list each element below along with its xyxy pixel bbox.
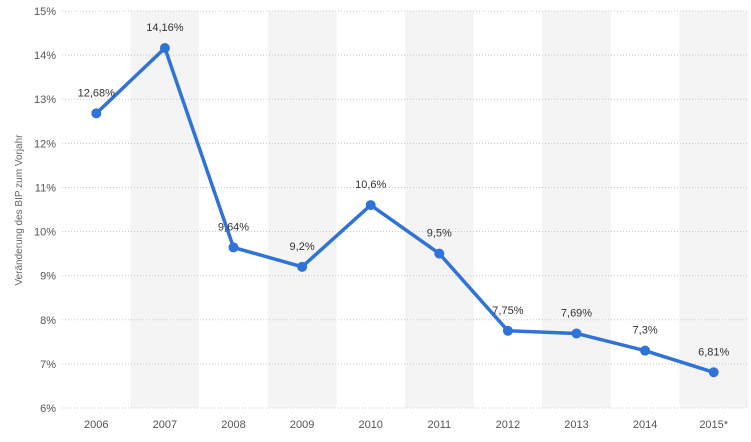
data-point-2007[interactable]: [159, 43, 170, 54]
column-band-2015*: [679, 11, 748, 408]
data-point-2009[interactable]: [297, 261, 308, 272]
column-band-2009: [267, 11, 337, 408]
series-group: [94, 46, 716, 375]
data-label: 7,69%: [561, 307, 592, 319]
data-label: 9,5%: [427, 228, 452, 240]
x-tick-label: 2010: [358, 419, 382, 431]
y-tick-label: 13%: [34, 94, 56, 106]
column-band-2013: [542, 11, 611, 408]
data-label: 7,75%: [492, 305, 523, 317]
x-tick-label: 2012: [496, 419, 520, 431]
data-label: 9,64%: [218, 221, 249, 233]
y-tick-label: 7%: [40, 359, 56, 371]
y-tick-label: 12%: [34, 138, 56, 150]
y-tick-label: 11%: [35, 182, 56, 194]
data-point-2010[interactable]: [365, 200, 376, 211]
data-label: 14,16%: [146, 22, 184, 34]
x-tick-label: 2014: [633, 419, 657, 431]
data-point-2014[interactable]: [640, 345, 651, 356]
x-tick-label: 2015*: [699, 419, 728, 431]
data-point-2013[interactable]: [571, 328, 582, 339]
gridlines: [62, 10, 748, 409]
data-label: 7,3%: [633, 325, 658, 337]
x-tick-label: 2007: [153, 419, 177, 431]
x-tick-label: 2013: [564, 419, 588, 431]
x-tick-label: 2008: [221, 419, 245, 431]
data-points: [91, 43, 719, 378]
data-labels: 12,68% 14,16% 9,64% 9,2% 10,6% 9,5% 7,75% 7,69%…: [78, 22, 730, 358]
y-tick-label: 15%: [34, 6, 56, 18]
data-label: 12,68%: [78, 87, 116, 99]
y-tick-label: 8%: [40, 315, 56, 327]
y-tick-label: 14%: [34, 50, 56, 62]
y-tick-label: 6%: [40, 403, 56, 415]
y-tick-label: 9%: [40, 271, 56, 283]
data-label: 6,81%: [698, 346, 729, 358]
data-point-2012[interactable]: [502, 325, 513, 336]
y-tick-label: 10%: [34, 227, 56, 239]
x-tick-label: 2006: [84, 419, 108, 431]
column-band-2007: [130, 11, 200, 408]
column-band-2011: [405, 11, 474, 408]
data-label: 10,6%: [355, 179, 386, 191]
data-point-2015*[interactable]: [708, 367, 719, 378]
data-point-2006[interactable]: [91, 108, 102, 119]
y-axis-label: Veränderung des BIP zum Vorjahr: [14, 134, 25, 286]
data-point-2011[interactable]: [434, 248, 445, 259]
series-line: [94, 46, 716, 375]
y-axis-ticks: 6% 7% 8% 9% 10% 11% 12% 13% 14% 15%: [34, 6, 56, 415]
column-bands: [130, 11, 748, 408]
x-axis-ticks: 2006 2007 2008 2009 2010 2011 2012 2013 2014 2015…: [84, 419, 729, 431]
data-label: 9,2%: [290, 241, 315, 253]
x-tick-label: 2011: [427, 419, 451, 431]
x-tick-label: 2009: [290, 419, 314, 431]
data-point-2008[interactable]: [228, 242, 239, 253]
